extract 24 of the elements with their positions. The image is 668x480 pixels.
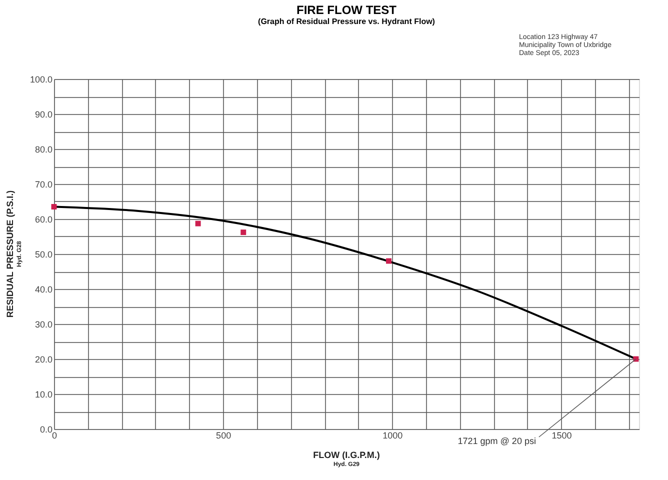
x-tick-label: 1500 xyxy=(552,430,572,440)
x-tick-label: 1000 xyxy=(382,430,403,440)
x-tick-label: 0 xyxy=(52,430,58,440)
y-tick-label: 0.0 xyxy=(40,424,52,434)
annotation: 1721 gpm @ 20 psi xyxy=(458,436,536,446)
point xyxy=(195,220,201,226)
y-tick-label: 90.0 xyxy=(34,110,52,120)
point xyxy=(386,258,392,264)
y-tick-label: 70.0 xyxy=(34,180,52,190)
y-tick-label: 80.0 xyxy=(34,144,52,154)
chart-title: FIRE FLOW TEST xyxy=(296,3,398,17)
x-axis-title: FLOW (I.G.P.M.) xyxy=(313,450,380,460)
y-tick-label: 60.0 xyxy=(34,214,52,224)
point xyxy=(51,204,57,210)
chart-subtitle: (Graph of Residual Pressure vs. Hydrant Flow) xyxy=(258,17,436,26)
y-tick-label: 40.0 xyxy=(34,284,52,294)
y-tick-label: 50.0 xyxy=(34,250,52,260)
y-tick-label: 10.0 xyxy=(34,390,52,400)
y-tick-label: 100.0 xyxy=(30,74,52,84)
y-tick-label: 20.0 xyxy=(34,354,52,364)
point xyxy=(240,230,246,236)
x-tick-label: 500 xyxy=(216,430,232,440)
y-tick-label: 30.0 xyxy=(34,320,52,330)
y-axis-title: RESIDUAL PRESSURE (P.S.I.) xyxy=(5,190,15,318)
